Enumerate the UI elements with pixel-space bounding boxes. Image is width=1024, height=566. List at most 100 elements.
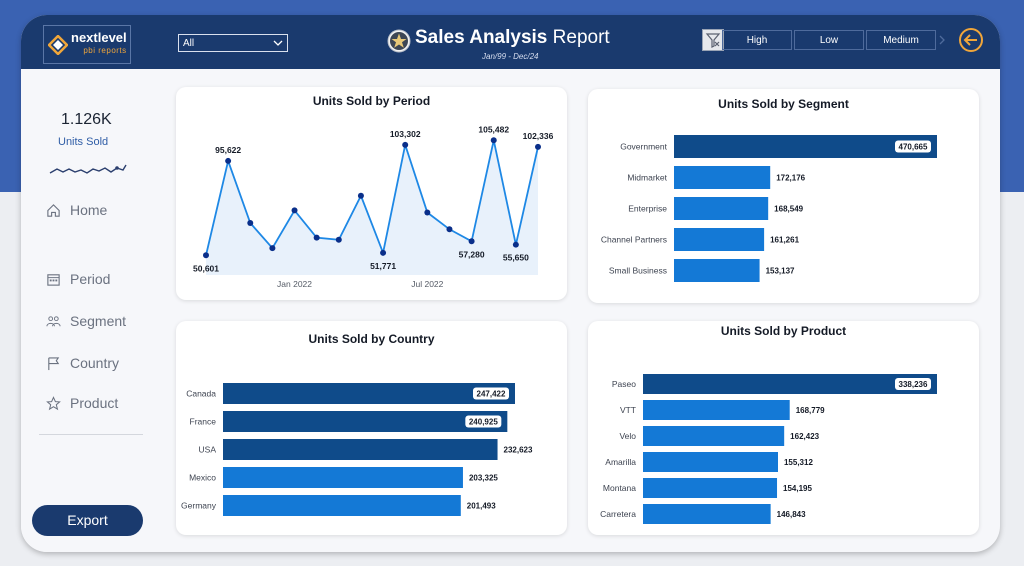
data-label: 55,650 [503, 253, 529, 263]
chevron-right-icon[interactable] [938, 34, 946, 46]
segment-bar-chart: Government 470,665 Midmarket 172,176 Enterpr… [601, 135, 937, 282]
bar [643, 400, 790, 420]
data-point [490, 137, 497, 144]
category-label: Midmarket [627, 173, 667, 183]
value-pill [895, 378, 931, 390]
bar [223, 467, 463, 488]
nav-segment-label: Segment [70, 313, 127, 329]
segment-low-button[interactable]: Low [794, 30, 864, 50]
data-point [535, 143, 541, 150]
bar [223, 383, 515, 404]
card-period: Units Sold by Period 50,601 95,622 51,771 1… [176, 87, 567, 300]
export-button[interactable]: Export [32, 505, 143, 536]
data-label: 95,622 [215, 145, 241, 155]
bar [223, 439, 498, 460]
calendar-icon [47, 273, 60, 286]
kpi-value: 1.126K [61, 111, 112, 128]
nav-period-label: Period [70, 271, 111, 287]
logo-diamond-icon [48, 34, 68, 55]
nav-home[interactable]: Home [46, 202, 107, 218]
value-label: 153,137 [766, 267, 795, 276]
bar [674, 166, 771, 189]
data-point [402, 141, 409, 148]
data-point [468, 238, 475, 245]
bar [223, 411, 508, 432]
sidebar [21, 69, 154, 552]
bar [674, 228, 765, 251]
logo: nextlevel pbi reports [43, 25, 131, 64]
data-point [424, 209, 431, 216]
nav-product[interactable]: Product [46, 395, 118, 411]
bar [643, 374, 937, 394]
value-label: 168,779 [796, 406, 825, 415]
logo-tagline: pbi reports [83, 46, 127, 55]
data-point [269, 245, 276, 252]
sidebar-divider [39, 434, 143, 435]
value-label: 154,195 [783, 484, 812, 493]
data-point [335, 236, 342, 243]
clear-filter-icon[interactable] [702, 29, 724, 51]
dropdown-value: All [183, 38, 195, 49]
back-arrow-icon[interactable] [958, 27, 984, 53]
flag-icon [48, 356, 60, 370]
bar [643, 478, 778, 498]
date-range: Jan/99 - Dec/24 [482, 52, 539, 61]
card-product: Units Sold by Product Paseo 338,236 VTT 168… [588, 321, 979, 535]
value-pill [465, 415, 502, 428]
chevron-down-icon [273, 40, 283, 46]
bar [674, 135, 937, 158]
star-badge-icon [387, 29, 411, 53]
filter-dropdown[interactable]: All [178, 34, 288, 52]
category-label: Enterprise [628, 204, 667, 214]
data-point [512, 241, 519, 248]
nav-period[interactable]: Period [46, 271, 110, 287]
value-label: 203,325 [469, 474, 498, 483]
data-point [380, 249, 387, 256]
data-point [313, 234, 320, 241]
category-label: Paseo [612, 379, 636, 389]
home-icon [47, 203, 60, 217]
category-label: VTT [620, 405, 636, 415]
value-label: 155,312 [784, 458, 813, 467]
nav-country[interactable]: Country [46, 355, 119, 371]
nav-segment[interactable]: Segment [46, 313, 126, 329]
report-header: nextlevel pbi reports All Sales Analysis… [21, 15, 1000, 69]
value-label: 247,422 [477, 390, 506, 399]
value-pill [473, 387, 509, 400]
data-point [357, 192, 364, 199]
category-label: Channel Partners [601, 235, 667, 245]
people-icon [46, 315, 61, 326]
value-label: 168,549 [774, 205, 803, 214]
segment-high-button[interactable]: High [722, 30, 792, 50]
data-label: 50,601 [193, 263, 219, 273]
category-label: USA [199, 445, 217, 455]
data-point [291, 207, 298, 214]
bar [643, 452, 778, 472]
bar [643, 426, 785, 446]
value-label: 240,925 [469, 418, 498, 427]
category-label: Germany [181, 501, 217, 511]
chart-title-product: Units Sold by Product [720, 324, 847, 338]
value-label: 146,843 [777, 510, 806, 519]
data-label: 105,482 [478, 124, 509, 134]
product-bar-chart: Paseo 338,236 VTT 168,779 Velo 162,423 Amarill… [600, 374, 937, 524]
value-pill [895, 140, 931, 153]
line-area-fill [206, 140, 538, 275]
card-segment: Units Sold by Segment Government 470,665 M… [588, 89, 979, 303]
nav-product-label: Product [70, 395, 119, 411]
bar [223, 495, 461, 516]
period-line-chart: 50,601 95,622 51,771 103,302 57,280 105,482 55… [193, 124, 554, 289]
bar [674, 259, 760, 282]
logo-wordmark: nextlevel [71, 30, 127, 45]
value-label: 338,236 [899, 380, 928, 389]
data-point [225, 157, 232, 164]
category-label: Velo [619, 431, 636, 441]
segment-medium-button[interactable]: Medium [866, 30, 936, 50]
value-label: 162,423 [790, 432, 819, 441]
category-label: Small Business [609, 266, 667, 276]
data-label: 57,280 [459, 249, 485, 259]
category-label: Government [620, 142, 667, 152]
kpi-sparkline [49, 164, 127, 174]
value-label: 470,665 [899, 143, 928, 152]
kpi-label: Units Sold [58, 136, 109, 148]
